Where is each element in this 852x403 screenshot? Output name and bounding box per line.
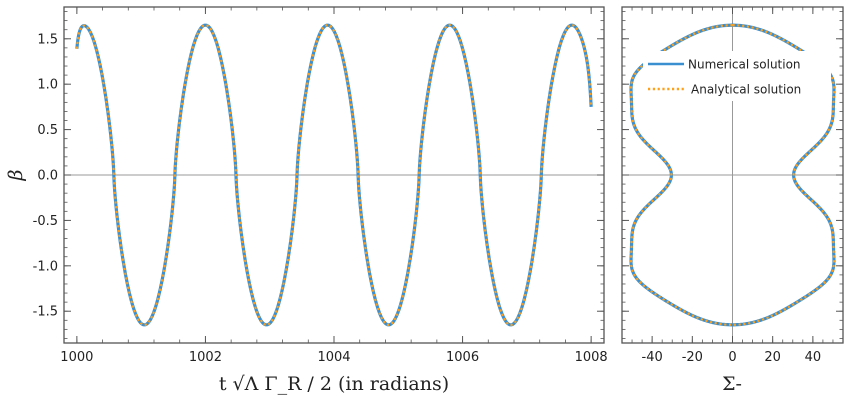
beta-time-series [64,23,604,327]
left-y-tick-label: 1.0 [37,78,58,93]
left-ticks: 1000 1002 1004 1006 1008 -1.5 -1.0 -0.5 0.0 0.5 1.… [33,7,608,365]
legend-label-numerical: Numerical solution [688,58,801,72]
right-x-tick-label: 40 [805,350,822,365]
phase-portrait-series [622,7,843,343]
left-x-tick-label: 1004 [317,350,350,365]
right-x-tick-label: -40 [642,350,663,365]
phase-portrait-panel: -40 -20 0 20 40 Σ- Numerical solution Analyti… [621,6,844,395]
left-x-tick-label: 1008 [575,350,608,365]
right-x-axis-label: Σ- [722,373,742,395]
right-x-tick-label: 20 [764,350,781,365]
right-x-tick-label: -20 [682,350,703,365]
left-y-tick-label: 0.5 [37,123,58,138]
right-x-tick-label: 0 [728,350,736,365]
left-y-tick-label: -1.0 [33,259,58,274]
beta-time-panel: 1000 1002 1004 1006 1008 -1.5 -1.0 -0.5 0.0 0.5 1.… [5,6,608,395]
left-y-tick-label: 0.0 [37,169,58,184]
legend-box [643,51,831,101]
left-y-axis-label: β [5,169,27,181]
left-y-tick-label: -0.5 [33,214,58,229]
left-y-tick-label: 1.5 [37,32,58,47]
left-x-tick-label: 1000 [60,350,93,365]
legend: Numerical solution Analytical solution [643,51,831,101]
right-series-analytical-line [629,24,836,326]
legend-label-analytical: Analytical solution [691,83,801,97]
left-series-analytical-line [75,24,593,326]
left-x-axis-label: t √Λ Γ_R / 2 (in radians) [219,373,449,395]
left-x-tick-label: 1002 [189,350,222,365]
right-ticks: -40 -20 0 20 40 [622,7,843,365]
left-x-tick-label: 1006 [446,350,479,365]
left-y-tick-label: -1.5 [33,305,58,320]
